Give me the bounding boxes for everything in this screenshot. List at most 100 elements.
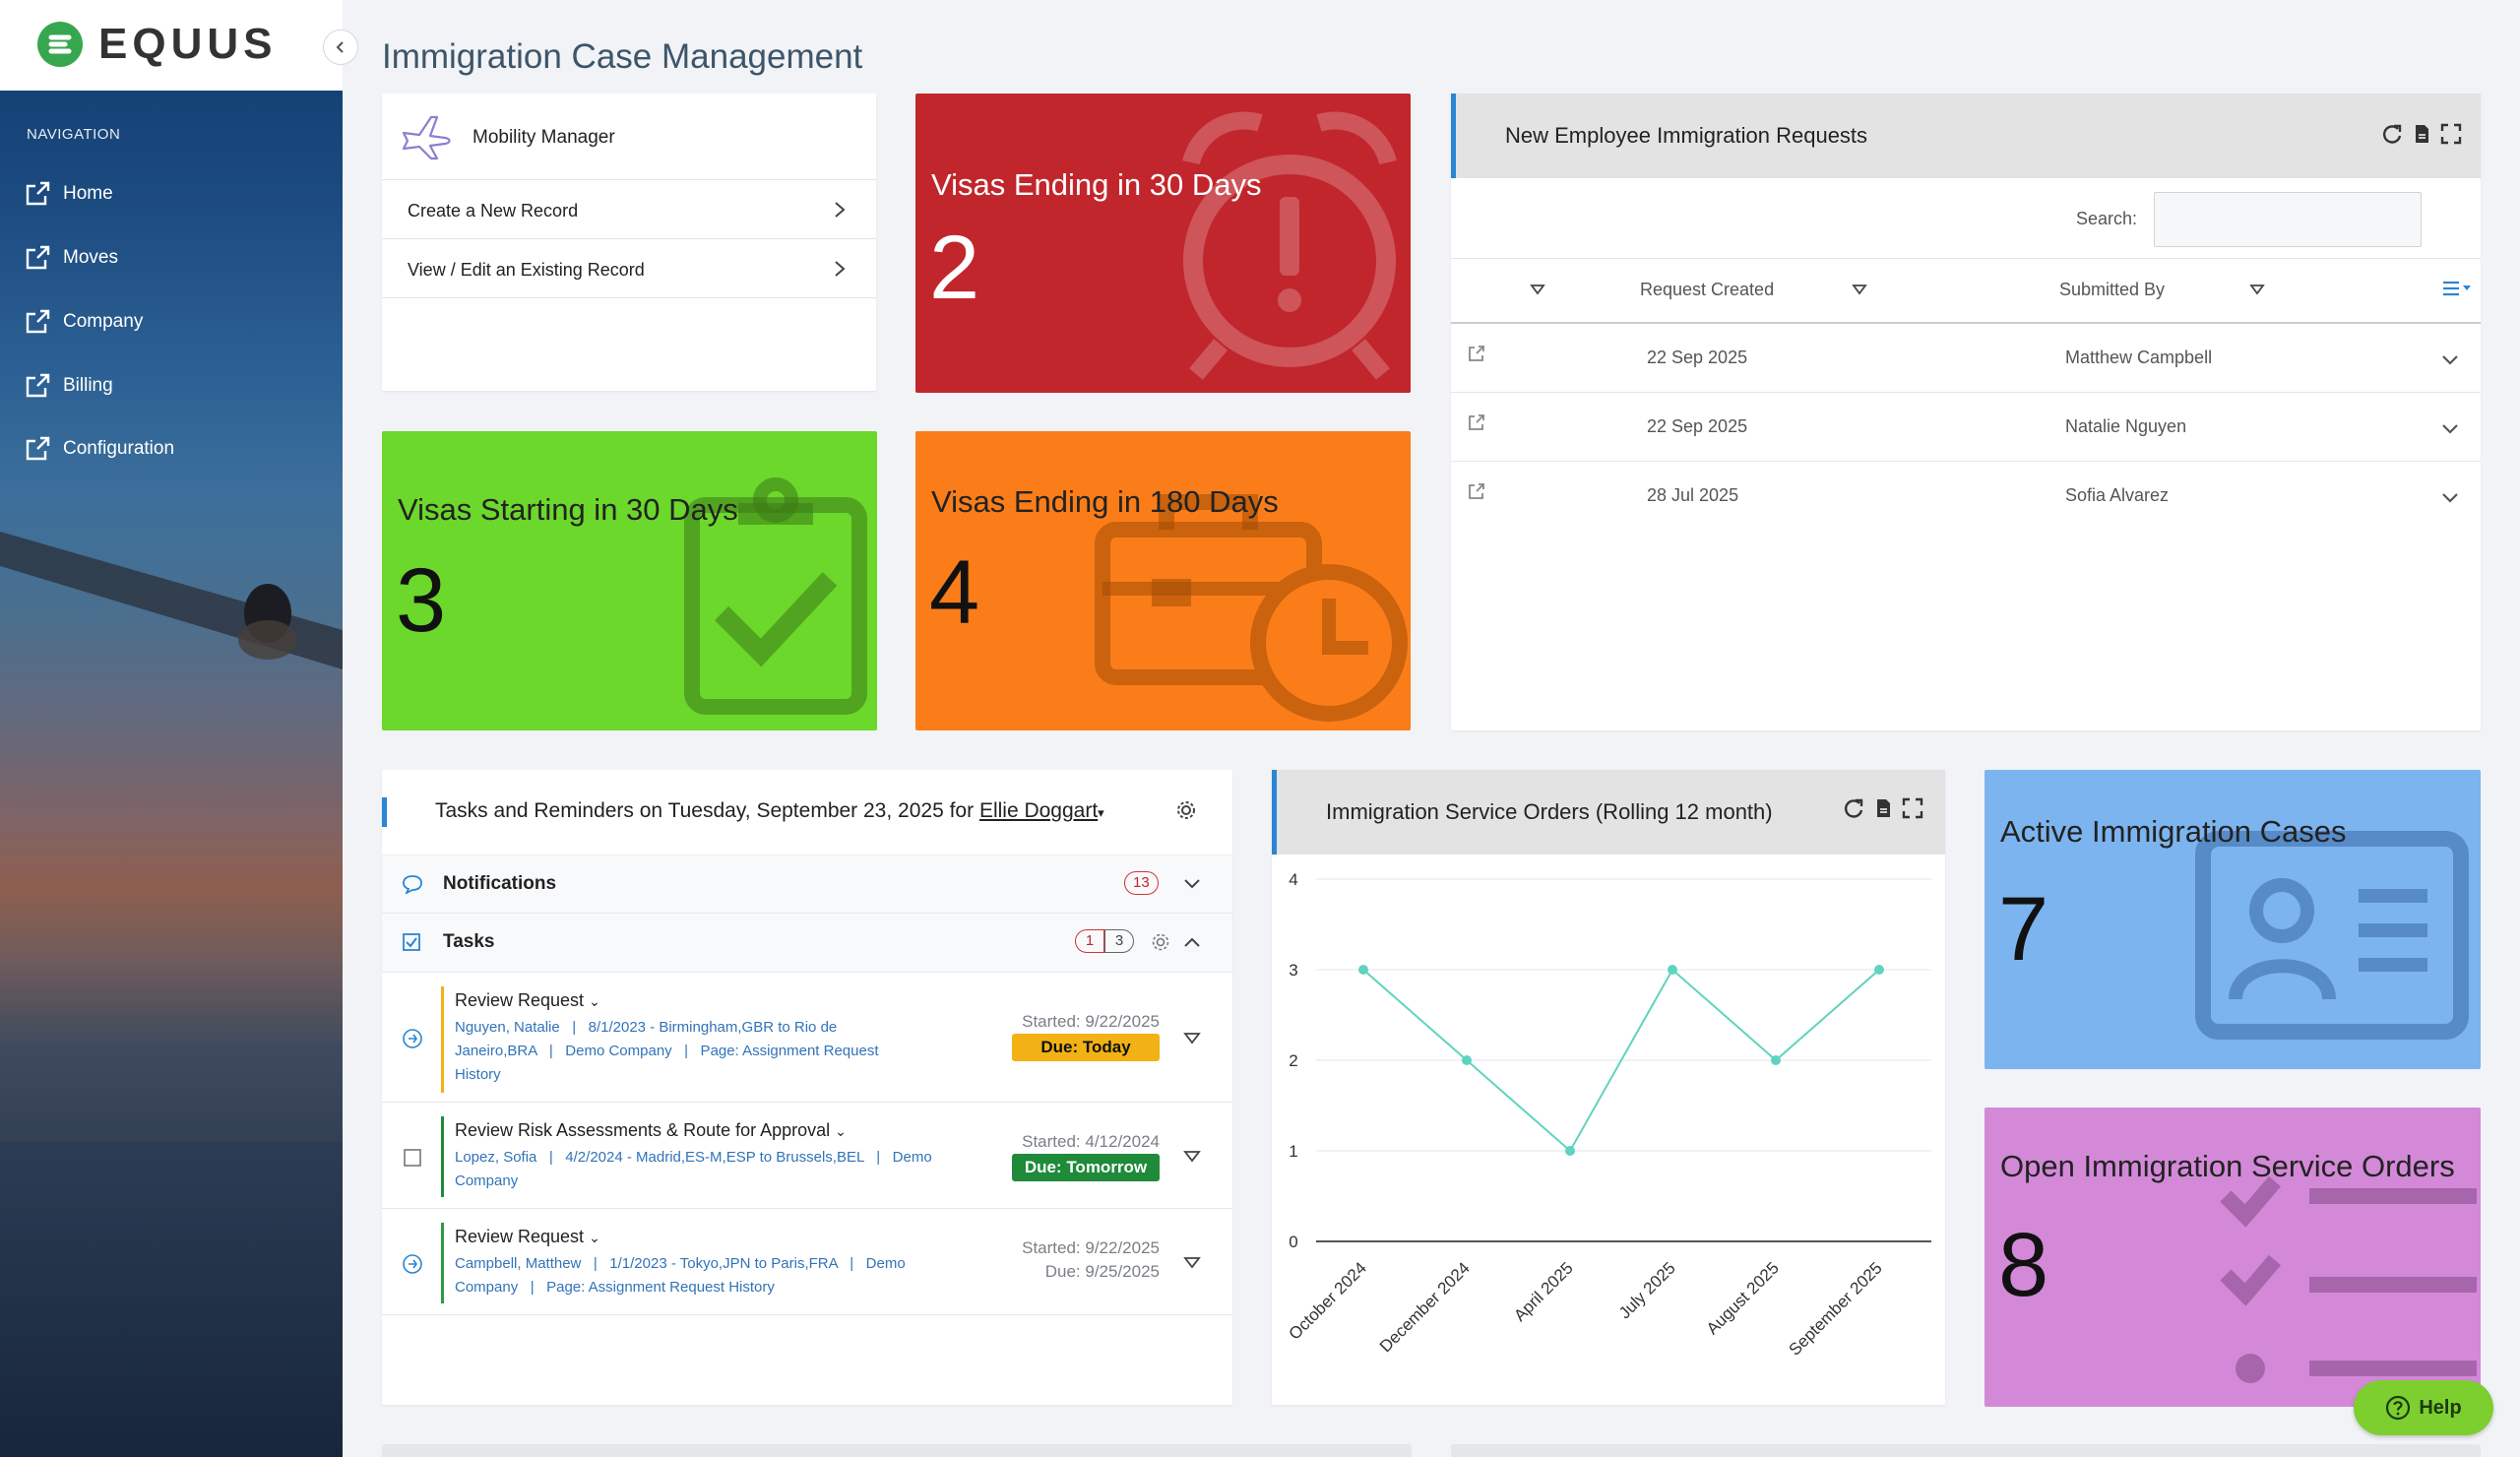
chevron-down-icon[interactable] — [2441, 422, 2459, 436]
checkbox-checked-icon — [403, 933, 420, 951]
task-details[interactable]: Lopez, Sofia | 4/2/2024 - Madrid,ES-M,ES… — [455, 1146, 932, 1193]
chevron-right-icon — [835, 261, 846, 277]
y-tick-label: 3 — [1289, 961, 1297, 980]
task-details[interactable]: Nguyen, Natalie | 8/1/2023 - Birmingham,… — [455, 1016, 879, 1087]
divider — [1451, 258, 2481, 259]
edit-record-label: View / Edit an Existing Record — [408, 260, 645, 280]
filter-icon[interactable] — [1183, 1150, 1201, 1164]
task-title[interactable]: Review Request ⌄ — [455, 990, 600, 1011]
due-badge: Due: Today — [1012, 1034, 1160, 1061]
notifications-row[interactable]: Notifications 13 — [382, 855, 1232, 914]
task-item[interactable]: Review Request ⌄ Nguyen, Natalie | 8/1/2… — [382, 973, 1232, 1103]
table-row[interactable]: 22 Sep 2025 Matthew Campbell — [1451, 324, 2481, 393]
overdue-count-badge: 1 — [1075, 929, 1104, 953]
filter-icon[interactable] — [1530, 284, 1545, 297]
external-link-icon — [26, 436, 50, 461]
arrow-circle-icon[interactable] — [402, 1253, 423, 1275]
data-point — [1874, 965, 1884, 975]
task-item[interactable]: Review Risk Assessments & Route for Appr… — [382, 1103, 1232, 1209]
task-details[interactable]: Campbell, Matthew | 1/1/2023 - Tokyo,JPN… — [455, 1252, 906, 1299]
gear-icon[interactable] — [1175, 799, 1197, 821]
mobility-header: Mobility Manager — [382, 94, 876, 180]
filter-icon[interactable] — [1183, 1256, 1201, 1270]
chevron-down-icon[interactable]: ⌄ — [589, 1230, 600, 1245]
user-dropdown[interactable]: Ellie Doggart — [978, 799, 1099, 822]
x-tick-label: October 2024 — [1286, 1258, 1370, 1343]
tasks-row[interactable]: Tasks 1 3 — [382, 914, 1232, 973]
export-icon[interactable] — [1872, 797, 1894, 819]
task-detail-line: Company — [455, 1172, 519, 1189]
tile-label: Open Immigration Service Orders — [2000, 1149, 2455, 1183]
task-due: Due: 9/25/2025 — [1044, 1262, 1160, 1281]
tile-visas-starting-30[interactable]: Visas Starting in 30 Days 3 — [382, 431, 877, 730]
logo-bar: EQUUS — [0, 0, 343, 91]
tasks-label: Tasks — [443, 931, 495, 952]
priority-bar — [441, 1223, 444, 1303]
help-button[interactable]: Help — [2354, 1380, 2493, 1435]
tile-value: 2 — [929, 218, 980, 318]
tasks-panel: Tasks and Reminders on Tuesday, Septembe… — [382, 770, 1232, 1405]
tasks-title-prefix: Tasks and Reminders on Tuesday, Septembe… — [435, 799, 975, 822]
checklist-icon — [2220, 1175, 2477, 1383]
tile-value: 4 — [929, 542, 980, 643]
chevron-down-icon[interactable] — [1183, 877, 1201, 891]
filter-icon[interactable] — [1183, 1032, 1201, 1045]
nav-item-configuration[interactable]: Configuration — [24, 429, 174, 469]
arrow-circle-icon[interactable] — [402, 1028, 423, 1049]
chevron-down-icon[interactable]: ⌄ — [835, 1123, 847, 1139]
tile-value: 8 — [1998, 1215, 2049, 1315]
create-record-link[interactable]: Create a New Record — [382, 180, 876, 239]
priority-bar — [441, 1116, 444, 1197]
open-record-icon[interactable] — [1467, 344, 1486, 363]
column-menu-icon[interactable] — [2441, 279, 2473, 298]
open-record-icon[interactable] — [1467, 481, 1486, 501]
sidebar — [0, 0, 343, 1457]
refresh-icon[interactable] — [1843, 797, 1864, 819]
chevron-down-icon[interactable]: ⌄ — [589, 993, 600, 1009]
column-request-created[interactable]: Request Created — [1640, 280, 1775, 299]
airplane-icon — [402, 115, 451, 160]
external-link-icon — [26, 181, 50, 206]
fullscreen-icon[interactable] — [2440, 123, 2462, 145]
caret-down-icon[interactable]: ▾ — [1098, 805, 1104, 820]
question-circle-icon — [2386, 1395, 2411, 1421]
tile-active-cases[interactable]: Active Immigration Cases 7 — [1984, 770, 2481, 1069]
task-started: Started: 9/22/2025 — [1022, 1012, 1160, 1031]
filter-icon[interactable] — [2249, 284, 2265, 297]
wing-photo-decoration — [0, 532, 343, 669]
sidebar-collapse-button[interactable] — [323, 30, 358, 65]
column-submitted-by[interactable]: Submitted By — [2059, 280, 2166, 299]
filter-icon[interactable] — [1852, 284, 1867, 297]
nav-item-home[interactable]: Home — [24, 174, 113, 214]
table-row[interactable]: 22 Sep 2025 Natalie Nguyen — [1451, 393, 2481, 462]
checkbox-icon[interactable] — [404, 1149, 421, 1167]
panel-title: New Employee Immigration Requests — [1505, 123, 1868, 148]
task-item[interactable]: Review Request ⌄ Campbell, Matthew | 1/1… — [382, 1209, 1232, 1315]
task-detail-line: Lopez, Sofia | 4/2/2024 - Madrid,ES-M,ES… — [455, 1149, 932, 1166]
task-title[interactable]: Review Request ⌄ — [455, 1227, 600, 1247]
chevron-down-icon[interactable] — [2441, 353, 2459, 367]
y-tick-label: 4 — [1289, 870, 1297, 889]
table-row[interactable]: 28 Jul 2025 Sofia Alvarez — [1451, 462, 2481, 531]
task-title[interactable]: Review Risk Assessments & Route for Appr… — [455, 1120, 847, 1141]
export-icon[interactable] — [2411, 123, 2432, 145]
gear-icon[interactable] — [1150, 931, 1171, 953]
mobility-title: Mobility Manager — [472, 127, 615, 148]
refresh-icon[interactable] — [2381, 123, 2403, 145]
tile-visas-ending-30[interactable]: Visas Ending in 30 Days 2 — [915, 94, 1411, 393]
tile-open-orders[interactable]: Open Immigration Service Orders 8 — [1984, 1108, 2481, 1407]
edit-record-link[interactable]: View / Edit an Existing Record — [382, 239, 876, 298]
search-input[interactable] — [2154, 192, 2422, 247]
nav-item-moves[interactable]: Moves — [24, 238, 118, 278]
nav-item-billing[interactable]: Billing — [24, 366, 113, 406]
nav-item-company[interactable]: Company — [24, 302, 143, 342]
chevron-up-icon[interactable] — [1183, 935, 1201, 949]
notifications-count-badge: 13 — [1124, 871, 1159, 895]
partial-card — [382, 1444, 1412, 1457]
search-label: Search: — [2076, 209, 2138, 228]
fullscreen-icon[interactable] — [1902, 797, 1923, 819]
tile-visas-ending-180[interactable]: Visas Ending in 180 Days 4 — [915, 431, 1411, 730]
open-record-icon[interactable] — [1467, 412, 1486, 432]
external-link-icon — [26, 245, 50, 270]
chevron-down-icon[interactable] — [2441, 491, 2459, 505]
